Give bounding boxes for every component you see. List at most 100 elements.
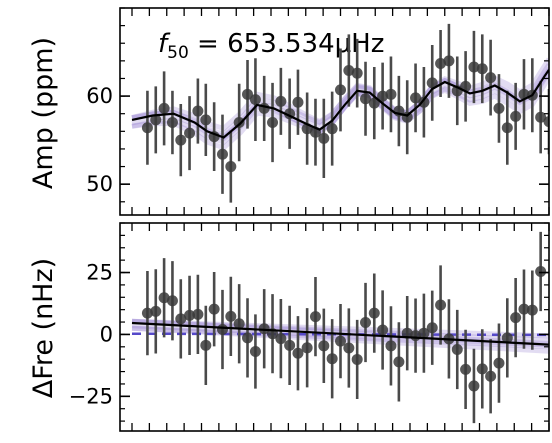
amp-data-point xyxy=(476,63,488,75)
amp-data-point xyxy=(485,72,497,84)
dfre-data-point xyxy=(292,347,304,359)
amp-data-point xyxy=(326,123,338,135)
dfre-data-point xyxy=(216,323,228,335)
amp-data-point xyxy=(377,90,389,102)
dfre-data-point xyxy=(351,353,363,365)
dfre-y-tick-label: −25 xyxy=(69,384,113,408)
dfre-data-point xyxy=(200,339,212,351)
amp-data-point xyxy=(275,95,287,107)
dfre-reference-line xyxy=(131,332,549,337)
dfre-data-point xyxy=(526,304,538,316)
amp-data-point xyxy=(335,84,346,96)
dfre-data-point xyxy=(468,380,480,392)
dfre-data-point xyxy=(141,307,153,319)
amp-data-point xyxy=(351,67,363,79)
amp-data-point xyxy=(141,122,153,134)
amp-data-point xyxy=(410,92,422,104)
dfre-data-point xyxy=(426,322,438,334)
dfre-data-point xyxy=(493,357,505,369)
dfre-data-point xyxy=(225,310,237,322)
amp-data-point xyxy=(225,161,237,173)
amp-y-tick-label: 50 xyxy=(86,172,113,196)
amplitude-ylabel: Amp (ppm) xyxy=(28,37,59,189)
dfre-data-point xyxy=(385,340,397,352)
dfre-plot-area xyxy=(131,231,549,424)
dfre-data-point xyxy=(451,344,463,356)
dfre-data-point xyxy=(535,266,547,278)
dfre-data-point xyxy=(258,323,270,335)
dfre-data-point xyxy=(309,311,321,323)
dfre-data-point xyxy=(175,313,187,325)
amp-data-point xyxy=(535,111,547,123)
dfre-data-point xyxy=(284,339,296,351)
dfre-y-tick-label: 25 xyxy=(86,261,113,285)
dfre-y-tick-label: 0 xyxy=(100,322,113,346)
amp-data-point xyxy=(184,127,196,139)
amp-data-point xyxy=(343,65,355,77)
dfre-data-point xyxy=(460,363,472,375)
dfre-data-point xyxy=(166,295,178,307)
amp-data-point xyxy=(501,122,513,134)
dfre-data-point xyxy=(343,342,355,354)
amp-data-point xyxy=(426,77,438,89)
amp-data-point xyxy=(443,55,455,67)
dfre-data-point xyxy=(326,353,338,365)
amp-data-point xyxy=(493,102,505,114)
amp-plot-area xyxy=(131,23,549,203)
amp-data-point xyxy=(385,88,397,100)
dfre-data-point xyxy=(249,346,261,358)
amp-data-point xyxy=(368,97,380,109)
amplitude-panel: Amp (ppm) f50 = 653.534μHz 50 60 xyxy=(28,7,550,216)
amp-data-point xyxy=(360,93,372,105)
amp-data-point xyxy=(242,88,254,100)
amp-data-point xyxy=(267,117,279,129)
amp-data-point xyxy=(468,61,480,73)
amp-data-point xyxy=(510,110,522,122)
dfre-data-point xyxy=(368,307,380,319)
dfre-axes-frame xyxy=(119,222,550,432)
amp-data-point xyxy=(166,117,178,129)
dfre-data-point xyxy=(158,292,170,304)
dfre-data-point xyxy=(518,303,530,315)
dfre-data-point xyxy=(418,327,430,339)
amp-data-point xyxy=(249,94,261,106)
amp-data-point xyxy=(216,148,228,160)
amp-data-point xyxy=(318,132,330,144)
dfre-data-point xyxy=(275,333,287,345)
amp-axes-frame xyxy=(119,7,550,216)
dfre-data-point xyxy=(318,340,330,352)
dfre-data-point xyxy=(150,305,162,317)
dfre-data-point xyxy=(435,299,447,311)
amp-data-point xyxy=(292,96,304,108)
amp-data-point xyxy=(150,114,162,126)
dfre-data-point xyxy=(401,327,413,339)
frequency-shift-ylabel: ΔFre (nHz) xyxy=(28,258,59,398)
dfre-data-point xyxy=(393,356,405,368)
amp-model-curve xyxy=(131,69,549,139)
dfre-data-point xyxy=(377,324,389,336)
dfre-model-curve xyxy=(131,321,549,346)
amp-data-point xyxy=(192,105,204,117)
amp-data-point xyxy=(200,114,212,126)
amp-data-point xyxy=(543,116,549,128)
amp-data-point xyxy=(418,96,430,108)
dfre-data-point xyxy=(184,309,196,321)
dfre-data-point xyxy=(192,308,204,320)
dfre-data-point xyxy=(485,370,497,382)
dfre-data-point xyxy=(301,342,313,354)
dfre-data-point xyxy=(510,312,522,324)
dfre-data-point xyxy=(233,318,245,330)
dfre-data-point xyxy=(501,332,513,344)
amp-data-point xyxy=(435,57,447,69)
amp-y-tick-label: 60 xyxy=(86,84,113,108)
amp-data-point xyxy=(175,134,187,146)
dfre-data-point xyxy=(208,303,220,315)
dfre-data-point xyxy=(476,363,488,375)
frequency-annotation: f50 = 653.534μHz xyxy=(158,29,384,63)
frequency-shift-panel: ΔFre (nHz) 25 0 −25 xyxy=(28,222,550,432)
dfre-data-point xyxy=(335,335,346,347)
amp-data-point xyxy=(158,102,170,114)
dfre-data-point xyxy=(360,317,372,329)
dfre-data-point xyxy=(242,332,254,344)
